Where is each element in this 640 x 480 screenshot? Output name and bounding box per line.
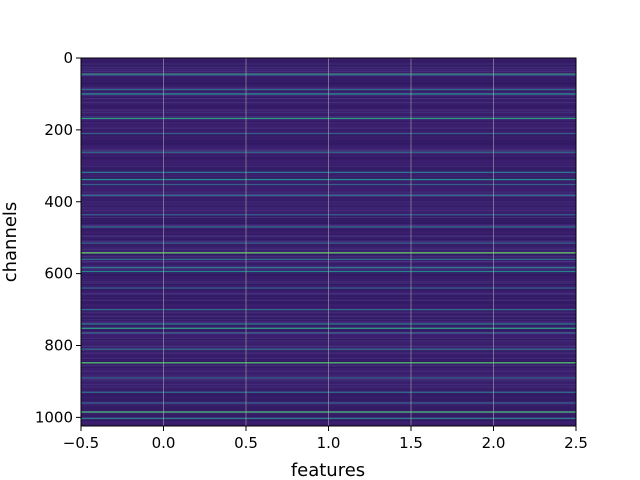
x-tick-label: 1.5: [399, 434, 423, 452]
y-tick-label: 400: [44, 193, 73, 211]
x-axis-ticks: −0.5 0.0 0.5 1.0 1.5 2.0 2.5: [63, 426, 588, 452]
y-tick-label: 600: [44, 265, 73, 283]
y-axis-label: channels: [0, 202, 21, 283]
plot-area: [80, 57, 577, 427]
x-tick-label: 0.0: [152, 434, 176, 452]
x-tick-label: 2.5: [564, 434, 588, 452]
y-tick-label: 0: [63, 49, 73, 67]
x-axis-label: features: [291, 460, 365, 480]
grid-lines: [163, 58, 494, 426]
y-tick-label: 200: [44, 121, 73, 139]
y-tick-label: 800: [44, 337, 73, 355]
x-tick-label: 0.5: [234, 434, 258, 452]
x-tick-label: 1.0: [317, 434, 341, 452]
x-tick-label: −0.5: [63, 434, 99, 452]
y-axis-ticks: 0 200 400 600 800 1000: [35, 49, 81, 426]
y-tick-label: 1000: [35, 408, 73, 426]
x-tick-label: 2.0: [482, 434, 506, 452]
